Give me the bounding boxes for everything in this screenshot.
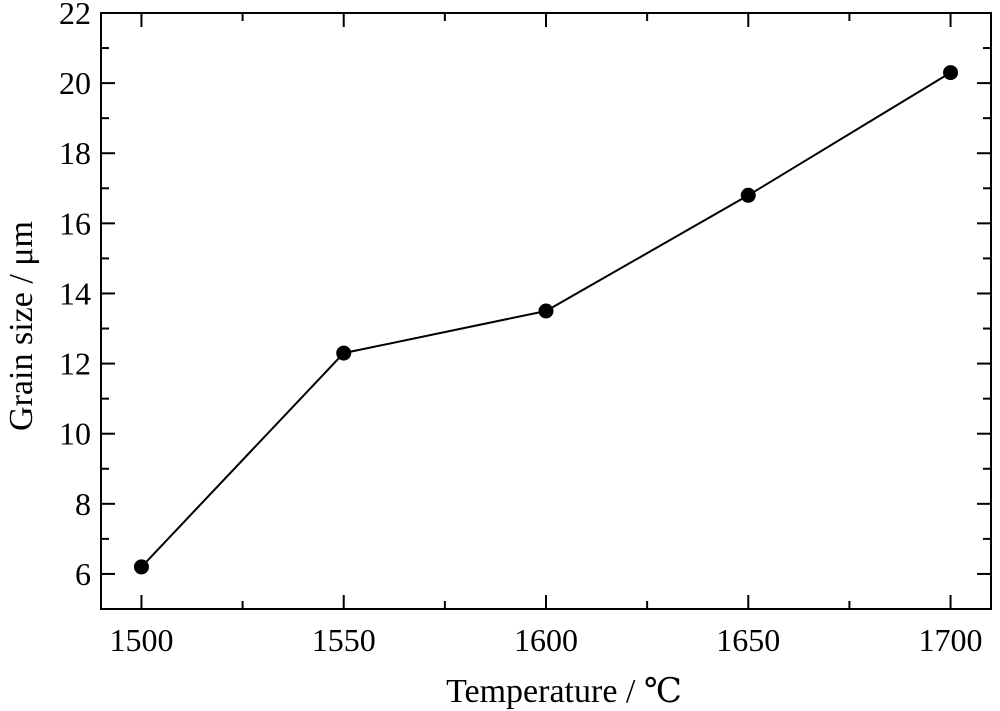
data-series xyxy=(133,65,959,575)
x-tick-label: 1500 xyxy=(109,622,173,658)
axis-tick-labels: 1500 1550 1600 1650 1700 6 8 10 12 14 16 18 20 22 xyxy=(59,0,983,658)
x-tick-label: 1650 xyxy=(716,622,780,658)
data-point xyxy=(133,559,149,575)
x-axis-title: Temperature / ℃ xyxy=(446,673,682,710)
data-point xyxy=(740,187,756,203)
y-tick-label: 8 xyxy=(75,486,91,522)
data-point xyxy=(943,65,959,81)
y-tick-label: 12 xyxy=(59,346,91,382)
data-point xyxy=(538,303,554,319)
x-tick-label: 1700 xyxy=(919,622,983,658)
y-tick-label: 6 xyxy=(75,556,91,592)
axis-ticks xyxy=(101,12,991,609)
y-tick-label: 22 xyxy=(59,0,91,31)
x-tick-label: 1600 xyxy=(514,622,578,658)
y-tick-label: 18 xyxy=(59,135,91,171)
y-axis-title: Grain size / μm xyxy=(3,221,40,431)
y-tick-label: 16 xyxy=(59,205,91,241)
y-tick-label: 10 xyxy=(59,416,91,452)
data-point xyxy=(336,345,352,361)
series-line xyxy=(140,71,952,568)
x-tick-label: 1550 xyxy=(312,622,376,658)
y-tick-label: 20 xyxy=(59,65,91,101)
y-tick-label: 14 xyxy=(59,275,91,311)
